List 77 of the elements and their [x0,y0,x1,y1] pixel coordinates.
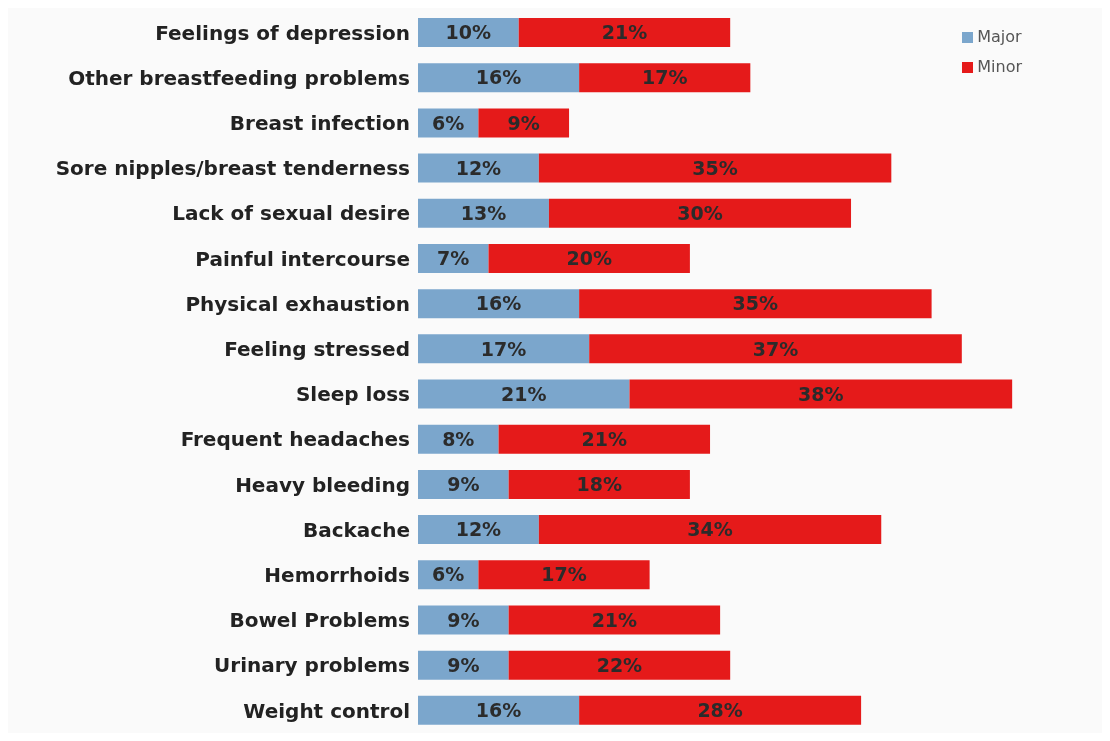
data-label: 20% [566,247,612,270]
data-label: 18% [576,473,623,496]
data-label: 9% [447,608,480,631]
bar [418,198,549,228]
y-tick-label: Sore nipples/breast tenderness [55,156,410,181]
data-label: 22% [596,653,643,676]
data-label: 6% [432,111,465,134]
bar [518,18,731,47]
data-label: 30% [677,201,723,224]
y-tick-label: Feelings of depression [155,20,410,45]
y-tick-label: Frequent headaches [180,427,410,452]
data-label: 12% [455,156,502,179]
y-tick-label: Lack of sexual desire [172,201,410,226]
bar [478,108,570,138]
bar [418,605,509,635]
data-label: 16% [475,699,522,722]
data-label: 6% [432,563,465,586]
data-label: 13% [460,201,507,224]
bar [418,469,509,499]
bar [418,334,590,364]
data-label: 21% [581,427,628,450]
bar [538,515,882,545]
data-label: 17% [541,563,587,586]
data-label: 9% [507,111,540,134]
data-label: 34% [687,518,733,541]
data-label: 17% [641,66,688,89]
data-label: 35% [692,156,738,179]
data-label: 38% [798,382,844,405]
y-tick-label: Painful intercourse [195,246,410,271]
bar [508,469,690,499]
data-label: 35% [732,292,779,315]
bar [418,695,580,725]
legend-label: Major [977,27,1022,46]
bar [478,560,650,590]
y-tick-label: Urinary problems [214,653,410,678]
bar [418,289,580,319]
y-tick-label: Hemorrhoids [264,562,410,587]
y-tick-label: Physical exhaustion [185,291,410,316]
bar [418,379,630,409]
data-label: 12% [455,518,502,541]
data-label: 28% [697,699,743,722]
y-tick-label: Breast infection [229,111,410,136]
bar [629,379,1013,409]
data-label: 9% [447,473,480,496]
bar [579,695,862,725]
bar [548,198,852,228]
bar [498,424,711,454]
bar [418,650,509,680]
data-label: 16% [475,292,522,315]
bar [508,650,731,680]
y-tick-label: Sleep loss [295,382,410,407]
bar [508,605,721,635]
data-label: 21% [591,608,638,631]
data-label: 37% [752,337,799,360]
bar [579,289,932,319]
data-label: 21% [501,382,547,405]
data-label: 16% [475,66,522,89]
bar [579,63,751,93]
data-label: 17% [480,337,527,360]
y-tick-label: Feeling stressed [224,337,410,362]
y-tick-label: Bowel Problems [229,608,410,633]
data-label: 10% [445,21,492,44]
legend-label: Minor [977,57,1022,76]
bar [418,153,539,183]
y-tick-label: Backache [302,517,410,542]
data-label: 9% [447,653,480,676]
data-label: 8% [442,427,475,450]
y-tick-label: Heavy bleeding [235,472,410,497]
bar [589,334,962,364]
bar [488,243,690,273]
bar [418,63,580,93]
data-label: 21% [601,21,648,44]
bar [538,153,892,183]
y-tick-label: Other breastfeeding problems [68,65,410,90]
y-tick-label: Weight control [243,698,410,723]
data-label: 7% [437,247,470,270]
bar [418,515,539,545]
